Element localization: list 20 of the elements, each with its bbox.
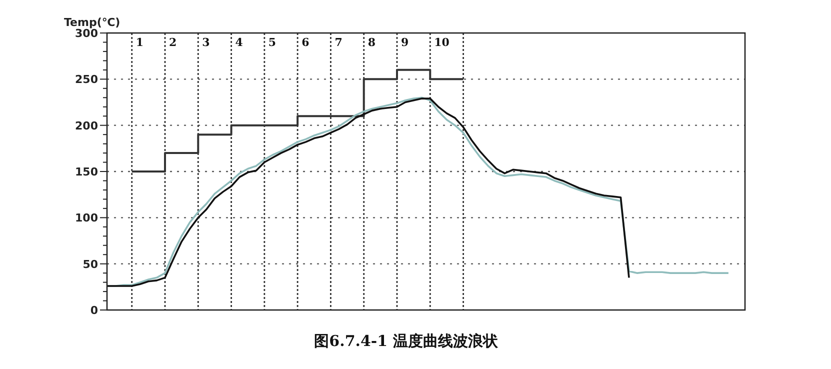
annotation: 3 [202,36,210,49]
y-tick-label: 250 [75,73,98,86]
y-tick-label: 300 [75,27,98,40]
annotation: 2 [169,36,177,49]
annotation: 8 [368,36,376,49]
y-tick-label: 200 [75,119,98,132]
y-tick-label: 0 [90,304,98,317]
y-tick-label: 50 [82,258,98,271]
annotation: 6 [302,36,310,49]
annotation: 10 [434,36,450,49]
caption: 图6.7.4-1 温度曲线波浪状 [314,332,499,350]
annotation: 7 [334,36,342,49]
y-axis-title: Temp(℃) [64,16,120,29]
line-series [106,98,630,287]
annotation: 9 [401,36,409,49]
annotation: 5 [268,36,276,49]
y-tick-label: 150 [75,166,98,178]
y-tick-label: 100 [75,212,98,225]
annotation: 1 [136,36,144,49]
annotation: 4 [235,36,244,49]
